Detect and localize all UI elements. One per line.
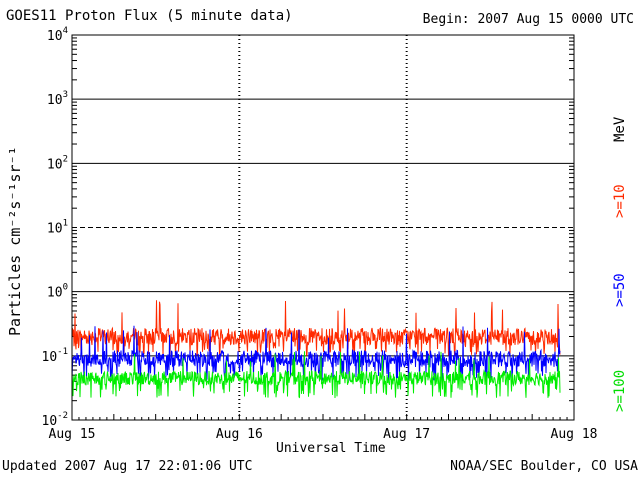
y-tick-label: 101: [47, 219, 68, 237]
series-lines: [71, 300, 561, 399]
updated-timestamp: Updated 2007 Aug 17 22:01:06 UTC: [2, 459, 253, 474]
x-tick-labels: Aug 15 Aug 16 Aug 17 Aug 18: [49, 427, 598, 442]
legend-ge50: >=50: [612, 273, 628, 307]
x-tick-label: Aug 16: [216, 427, 263, 442]
series-line-ge50: [71, 325, 561, 382]
chart-title: GOES11 Proton Flux (5 minute data): [6, 8, 293, 24]
y-tick-label: 10-2: [42, 411, 69, 429]
y-tick-label: 104: [47, 26, 68, 44]
y-tick-labels: 10-2 10-1 100 101 102 103 104: [42, 26, 69, 429]
x-tick-label: Aug 17: [383, 427, 430, 442]
legend-ge10: >=10: [612, 184, 628, 218]
grid-lines: [72, 35, 574, 420]
y-axis-label: Particles cm⁻²s⁻¹sr⁻¹: [6, 146, 24, 336]
legend-unit-mev: MeV: [612, 116, 628, 142]
y-tick-label: 100: [47, 283, 68, 301]
series-line-ge10: [71, 300, 561, 356]
x-tick-label: Aug 18: [551, 427, 598, 442]
plot-frame: [71, 34, 575, 421]
x-tick-label: Aug 15: [49, 427, 96, 442]
y-tick-label: 10-1: [42, 347, 69, 365]
series-line-ge100: [71, 351, 561, 399]
begin-time: Begin: 2007 Aug 15 0000 UTC: [422, 12, 634, 27]
legend-ge100: >=100: [612, 369, 628, 412]
credit-label: NOAA/SEC Boulder, CO USA: [450, 459, 638, 474]
y-tick-label: 102: [47, 154, 68, 172]
y-tick-label: 103: [47, 90, 68, 108]
x-axis-label: Universal Time: [276, 441, 386, 456]
